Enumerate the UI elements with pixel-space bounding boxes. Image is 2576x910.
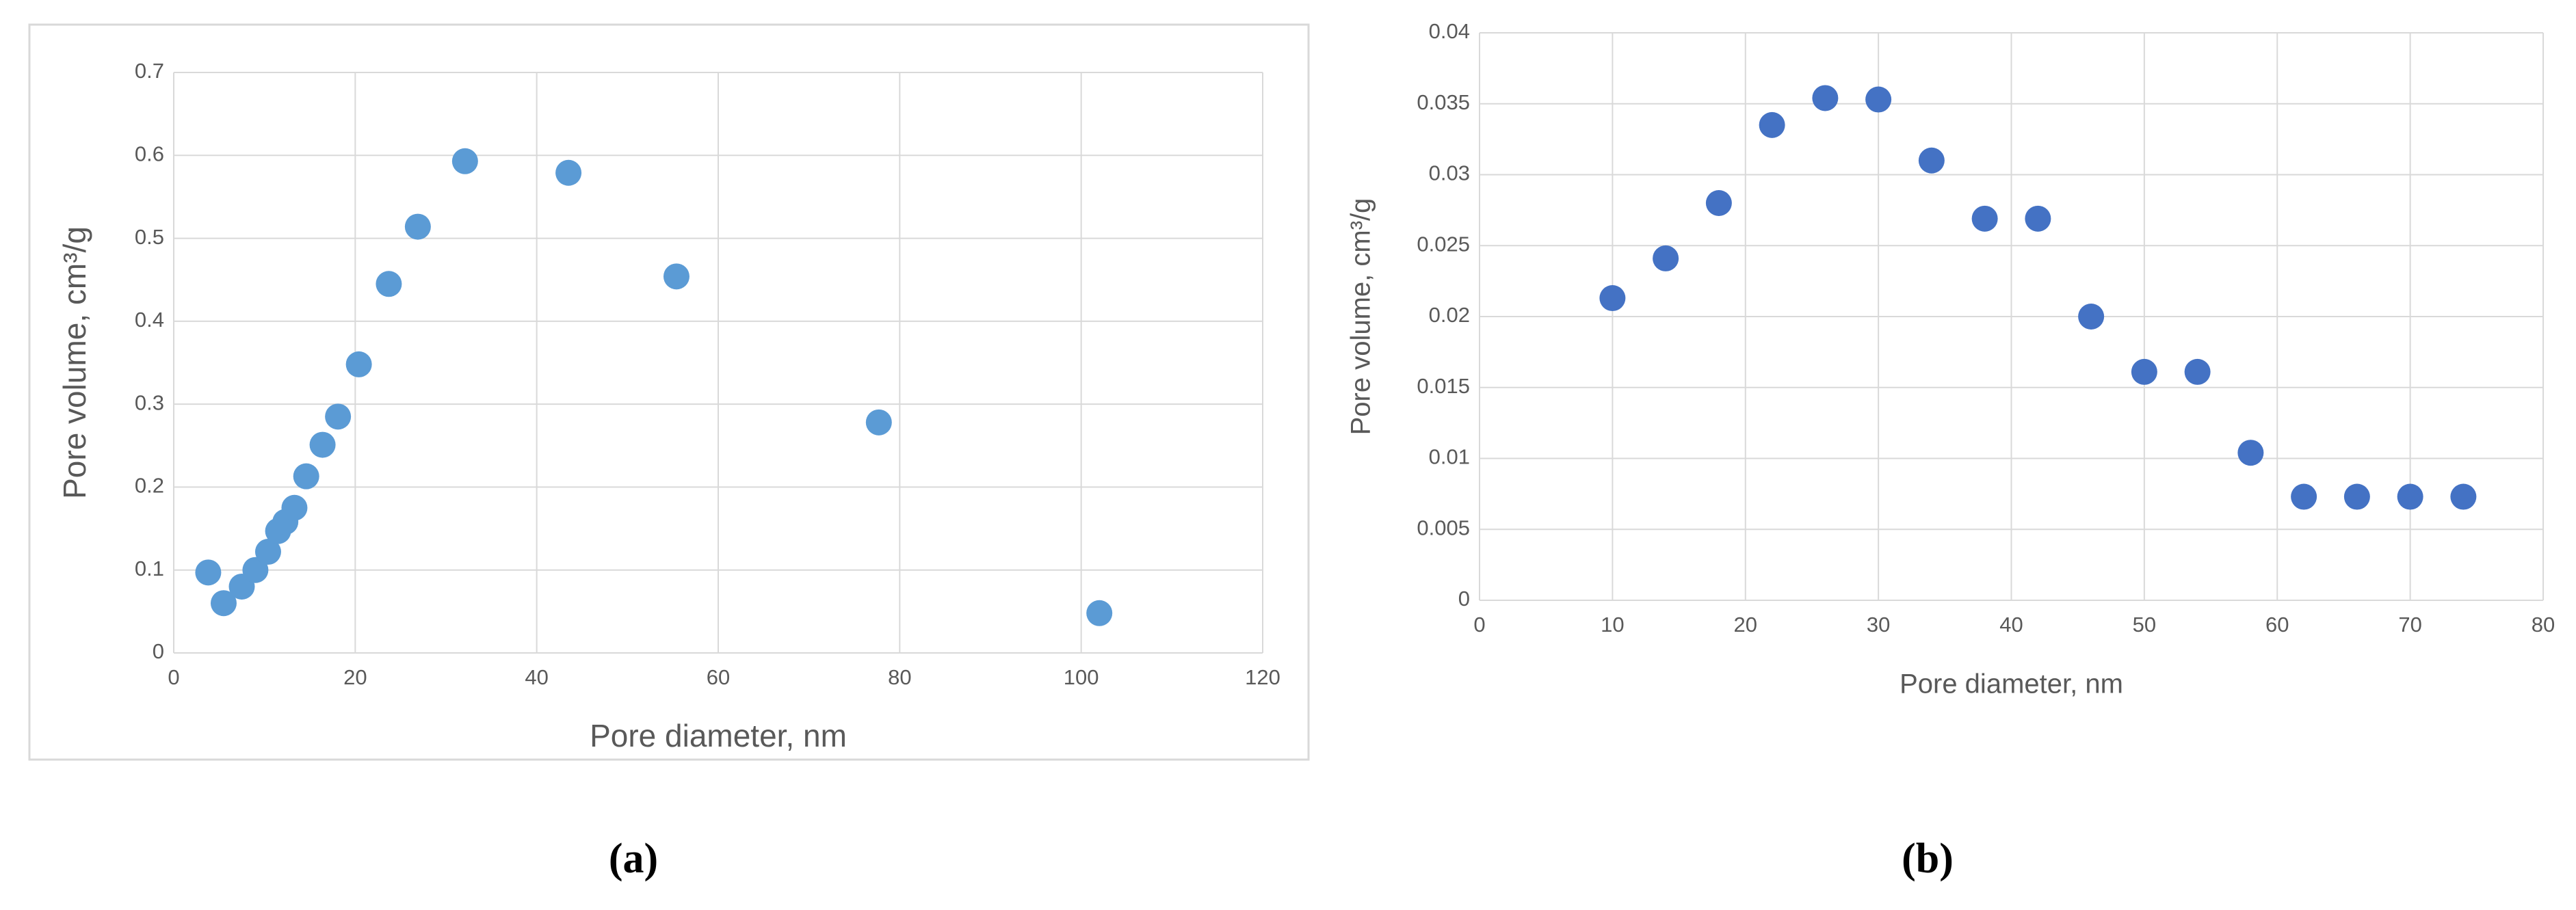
data-point [1865,86,1892,113]
y-tick-label: 0.025 [1417,232,1470,256]
data-point [1599,285,1626,312]
data-point [242,557,269,583]
data-point [555,159,582,186]
x-tick-label: 50 [2133,613,2156,637]
data-point [2078,304,2105,330]
y-tick-label: 0 [1458,587,1470,611]
data-point [1971,205,1998,232]
chart-frame [28,23,1310,761]
data-point [1759,111,1785,138]
data-point [2184,358,2211,385]
y-tick-label: 0.6 [135,142,164,165]
data-point [451,148,478,174]
data-point [2131,358,2157,385]
x-tick-label: 0 [1473,613,1485,637]
y-axis-title: Pore volume, cm³/g [1346,198,1376,436]
y-tick-label: 0.04 [1429,19,1470,43]
y-tick-label: 0.7 [135,59,164,83]
y-tick-label: 0.2 [135,474,164,498]
data-point [2450,483,2477,510]
data-point [865,409,892,436]
data-point [2343,483,2370,510]
data-point [345,351,372,377]
x-tick-label: 0 [168,665,179,689]
x-tick-label: 20 [343,665,367,689]
data-point [376,271,402,297]
data-point [2291,483,2317,510]
x-tick-label: 70 [2398,613,2421,637]
data-point [1812,85,1839,111]
y-tick-label: 0.015 [1417,374,1470,398]
data-point [254,539,281,565]
y-tick-label: 0.01 [1429,445,1470,469]
data-point [1086,600,1113,626]
data-point [281,494,308,521]
x-tick-label: 80 [2532,613,2555,637]
data-point [663,263,689,290]
x-tick-label: 120 [1245,665,1280,689]
y-tick-label: 0.3 [135,390,164,414]
data-point [309,431,336,458]
panel-label: (a) [609,835,658,882]
y-tick-label: 0.1 [135,557,164,580]
y-tick-label: 0.4 [135,308,164,332]
data-point [210,590,237,617]
x-tick-label: 40 [525,665,548,689]
y-tick-label: 0 [153,639,164,663]
panel-label: (b) [1902,835,1954,882]
x-tick-label: 10 [1601,613,1624,637]
x-tick-label: 30 [1867,613,1890,637]
data-point [2237,440,2264,466]
x-axis-title: Pore diameter, nm [1900,669,2123,699]
x-tick-label: 100 [1064,665,1099,689]
x-axis-title: Pore diameter, nm [590,718,847,753]
y-tick-label: 0.035 [1417,90,1470,114]
data-point [325,403,352,430]
x-tick-label: 60 [707,665,730,689]
x-tick-label: 80 [888,665,911,689]
data-point [195,559,222,586]
data-point [1653,245,1679,271]
y-tick-label: 0.5 [135,225,164,249]
x-tick-label: 20 [1734,613,1757,637]
x-tick-label: 40 [1999,613,2023,637]
data-point [1705,190,1732,216]
data-point [2025,205,2051,232]
y-tick-label: 0.03 [1429,161,1470,185]
data-point [404,213,431,240]
y-tick-label: 0.02 [1429,303,1470,327]
x-tick-label: 60 [2265,613,2289,637]
y-axis-title: Pore volume, cm³/g [57,226,92,499]
data-point [1918,147,1945,174]
data-point [2397,483,2423,510]
y-tick-label: 0.005 [1417,516,1470,539]
data-point [293,463,319,490]
